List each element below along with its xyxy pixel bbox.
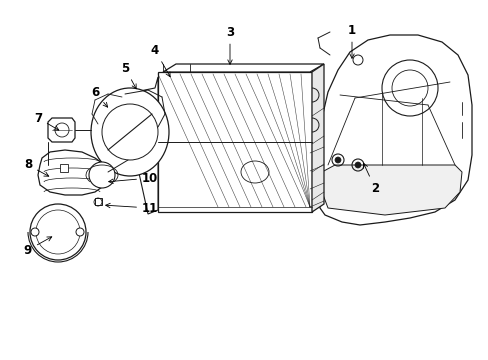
Text: 2: 2: [363, 163, 378, 194]
Polygon shape: [321, 165, 461, 215]
Circle shape: [334, 157, 340, 163]
Polygon shape: [95, 198, 102, 205]
Polygon shape: [317, 35, 471, 225]
Polygon shape: [311, 64, 324, 212]
Text: 5: 5: [121, 62, 136, 89]
Ellipse shape: [91, 88, 169, 176]
Text: 1: 1: [347, 23, 355, 58]
Polygon shape: [125, 77, 158, 214]
Text: 3: 3: [225, 26, 234, 64]
Polygon shape: [158, 72, 311, 212]
Text: 8: 8: [24, 158, 49, 176]
Circle shape: [89, 162, 115, 188]
Text: 4: 4: [151, 44, 170, 77]
Polygon shape: [48, 118, 75, 142]
Circle shape: [354, 162, 360, 168]
Circle shape: [31, 228, 39, 236]
Text: 7: 7: [34, 112, 59, 130]
Circle shape: [76, 228, 84, 236]
Text: 6: 6: [91, 85, 107, 107]
Text: 9: 9: [24, 237, 52, 256]
Text: 10: 10: [108, 171, 158, 184]
Polygon shape: [163, 64, 324, 72]
Polygon shape: [60, 164, 68, 172]
Text: 11: 11: [105, 202, 158, 215]
Polygon shape: [38, 150, 108, 195]
